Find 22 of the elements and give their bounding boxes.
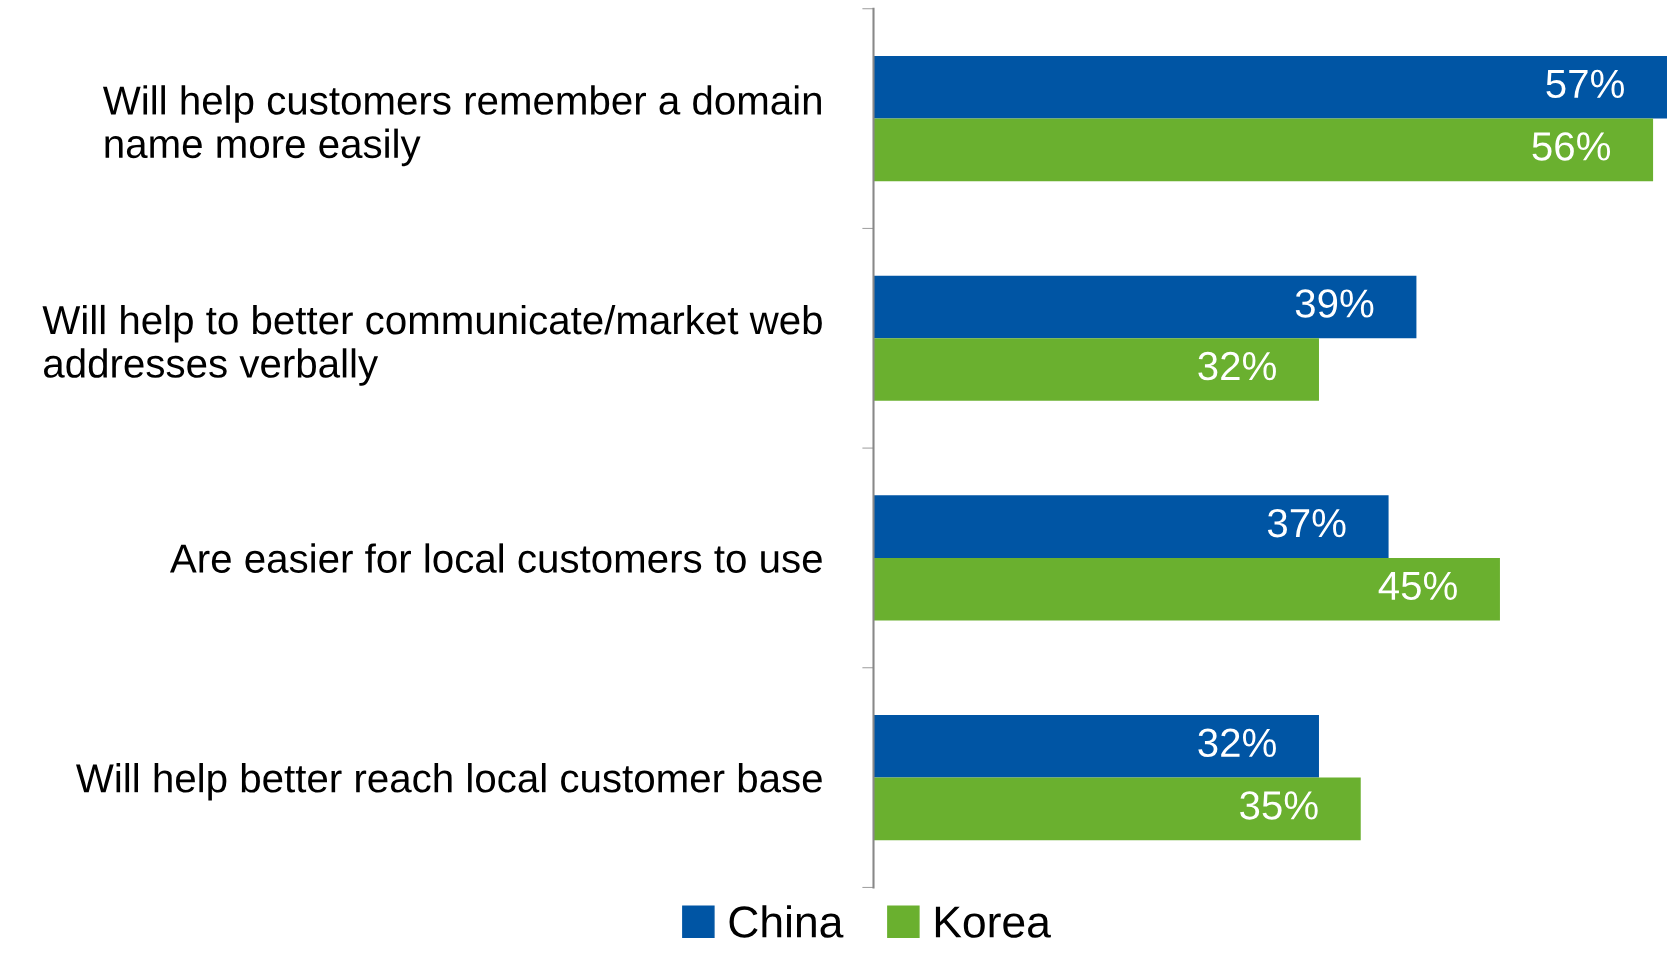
y-tick-label: Will help customers remember a domain name more easily: [102, 85, 821, 167]
bar: [873, 714, 1319, 778]
bar: [873, 557, 1500, 621]
legend-label: China: [729, 905, 844, 938]
y-tick-label: Will help better reach local customer base: [76, 763, 822, 801]
legend-label: Korea: [935, 906, 1051, 938]
y-tick-label: Are easier for local customers to use: [169, 543, 822, 573]
data-label: 57%: [1546, 69, 1624, 99]
bar: [873, 338, 1319, 401]
data-label: 45%: [1378, 571, 1457, 601]
data-label: 56%: [1532, 132, 1611, 161]
data-label: 35%: [1240, 791, 1318, 820]
data-label: 39%: [1295, 289, 1374, 318]
data-label: 32%: [1198, 728, 1276, 758]
data-label: 32%: [1198, 351, 1276, 381]
y-tick-label: Will help to better communicate/market web addresses verbally: [42, 304, 822, 386]
bar: [873, 55, 1667, 119]
bar: [873, 495, 1389, 558]
bar: [873, 777, 1361, 841]
data-label: 37%: [1267, 508, 1346, 538]
bar: [873, 118, 1654, 182]
bar: [873, 275, 1417, 339]
